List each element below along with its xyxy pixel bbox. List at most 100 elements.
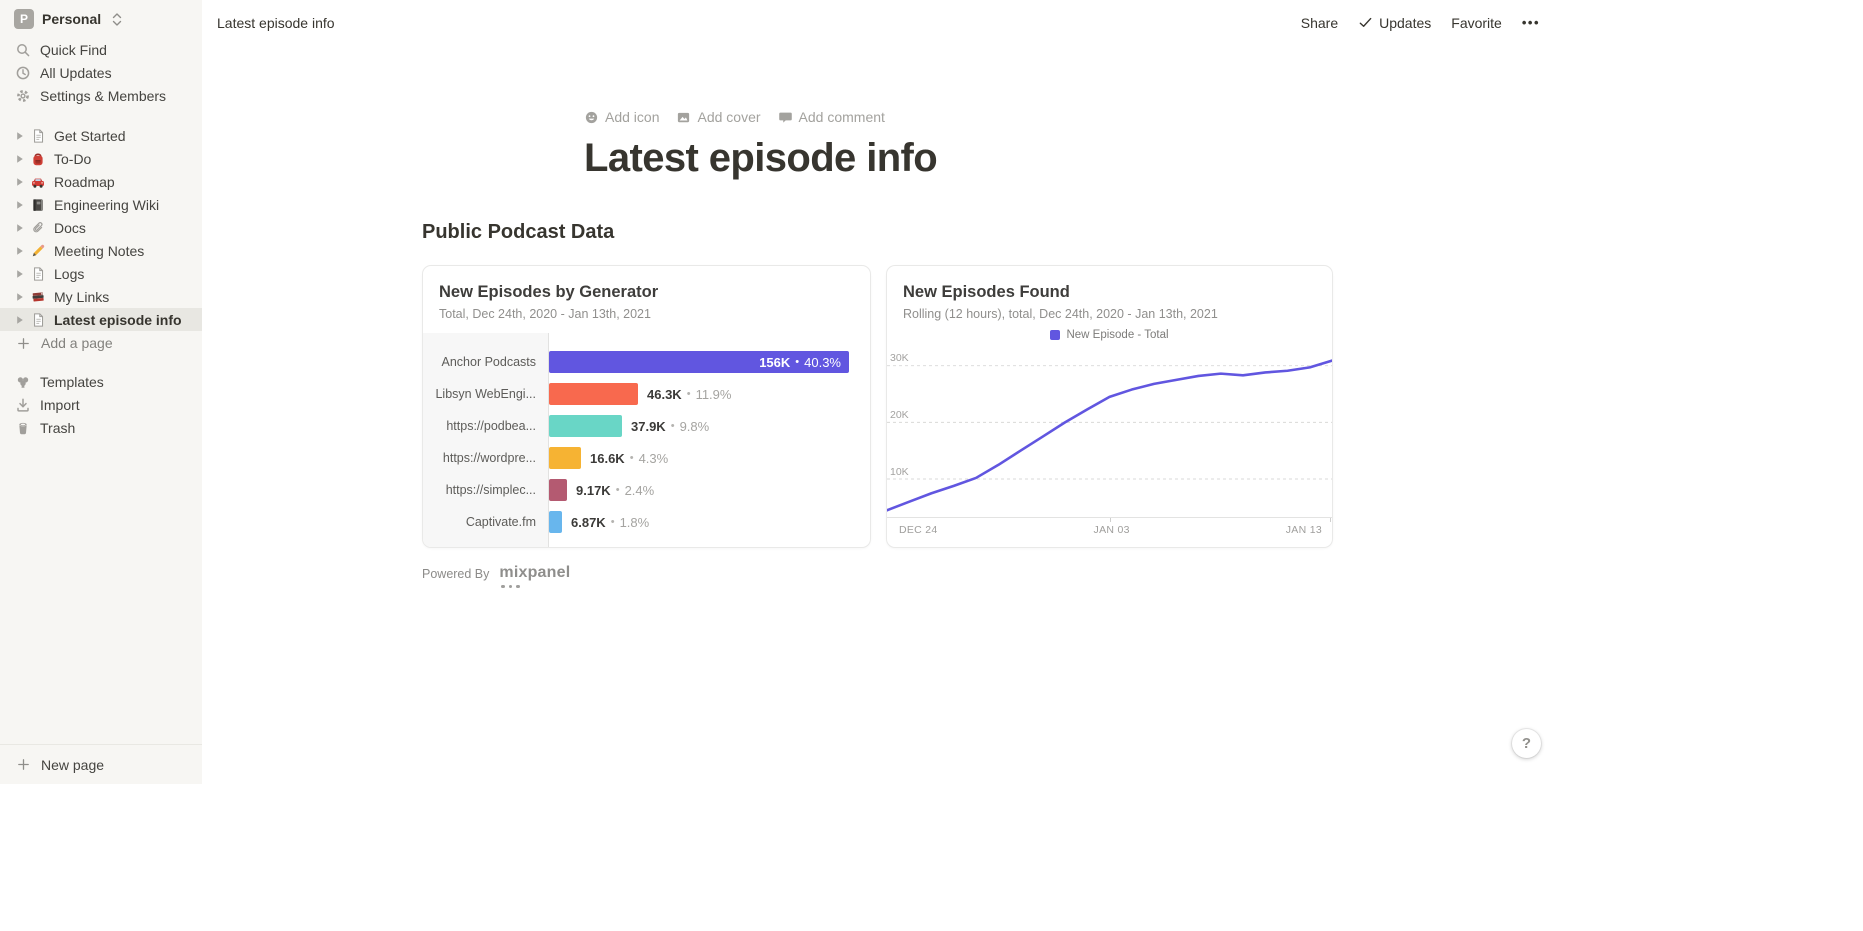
section-heading: Public Podcast Data (422, 221, 615, 243)
line-plot[interactable]: 10K 20K 30K (887, 347, 1332, 518)
bar-row: Captivate.fm 6.87K • 1.8% (423, 506, 870, 538)
templates-icon (14, 374, 32, 390)
topbar-actions: Share Updates Favorite ••• (1301, 15, 1540, 31)
sidebar-page-meeting-notes[interactable]: Meeting Notes (0, 239, 202, 262)
bar-rows: Anchor Podcasts 156K • 40.3% Libsyn WebEngi.… (423, 333, 870, 538)
bar-value-label: 6.87K • 1.8% (571, 514, 650, 530)
sidebar-item-label: Quick Find (40, 41, 107, 58)
bar-category-label: Anchor Podcasts (441, 355, 537, 369)
sidebar-page-docs[interactable]: Docs (0, 216, 202, 239)
plus-icon (14, 335, 32, 351)
sidebar-page-to-do[interactable]: To-Do (0, 147, 202, 170)
main-area: Latest episode info Share Updates Favori… (202, 0, 1555, 784)
bar[interactable] (549, 415, 622, 437)
chart-legend: New Episode - Total (887, 329, 1332, 341)
sidebar-page-my-links[interactable]: My Links (0, 285, 202, 308)
import-icon (14, 397, 32, 413)
books-icon (29, 288, 47, 305)
add-comment-label: Add comment (798, 109, 885, 125)
expand-triangle-icon[interactable] (13, 290, 26, 303)
expand-triangle-icon[interactable] (13, 152, 26, 165)
sidebar-item-label: Trash (40, 419, 76, 436)
x-axis-tick-label: DEC 24 (899, 524, 938, 536)
add-icon-button[interactable]: Add icon (584, 109, 659, 125)
new-page-button[interactable]: New page (0, 744, 202, 784)
bar[interactable] (549, 447, 581, 469)
chevron-updown-icon (111, 12, 123, 27)
page-decoration-actions: Add icon Add cover Add comment (584, 109, 1555, 125)
backpack-icon (29, 150, 47, 167)
bar[interactable] (549, 479, 567, 501)
y-axis-tick-label: 20K (890, 409, 909, 421)
x-axis-tick (1330, 518, 1331, 522)
sidebar-page-label: Docs (54, 219, 86, 236)
breadcrumb[interactable]: Latest episode info (217, 14, 335, 31)
bar-row: Anchor Podcasts 156K • 40.3% (423, 346, 870, 378)
bar-track: 6.87K • 1.8% (549, 511, 870, 533)
sidebar-page-engineering-wiki[interactable]: Engineering Wiki (0, 193, 202, 216)
y-axis-tick-label: 10K (890, 466, 909, 478)
x-axis-labels: DEC 24 JAN 03 JAN 13 (887, 518, 1332, 536)
expand-triangle-icon[interactable] (13, 221, 26, 234)
sidebar-item-label: Settings & Members (40, 87, 167, 104)
x-axis-tick-label: JAN 03 (1093, 524, 1130, 536)
sidebar-page-logs[interactable]: Logs (0, 262, 202, 285)
favorite-button[interactable]: Favorite (1451, 14, 1502, 31)
bar-row: https://simplec... 9.17K • 2.4% (423, 474, 870, 506)
bar-category-label: Captivate.fm (465, 515, 536, 529)
expand-triangle-icon[interactable] (13, 198, 26, 211)
expand-triangle-icon[interactable] (13, 175, 26, 188)
mixpanel-wordmark: mixpanel (499, 564, 571, 581)
sidebar-item-import[interactable]: Import (0, 393, 202, 416)
powered-by-label: Powered By (422, 567, 490, 581)
bar-track: 37.9K • 9.8% (549, 415, 870, 437)
sidebar-page-latest-episode-info[interactable]: Latest episode info (0, 308, 202, 331)
sidebar-item-templates[interactable]: Templates (0, 370, 202, 393)
trash-icon (14, 420, 32, 436)
bar[interactable] (549, 383, 638, 405)
bar[interactable]: 156K • 40.3% (549, 351, 849, 373)
sidebar-item-all-updates[interactable]: All Updates (0, 61, 202, 84)
bar-value-label: 37.9K • 9.8% (631, 418, 710, 434)
sidebar-page-roadmap[interactable]: Roadmap (0, 170, 202, 193)
share-button[interactable]: Share (1300, 14, 1339, 31)
expand-triangle-icon[interactable] (13, 267, 26, 280)
bar[interactable] (549, 511, 562, 533)
smiley-icon (584, 110, 599, 125)
mixpanel-logo[interactable]: mixpanel (499, 564, 571, 589)
updates-label: Updates (1379, 14, 1432, 31)
bar-category-label: https://wordpre... (442, 451, 536, 465)
sidebar-item-trash[interactable]: Trash (0, 416, 202, 439)
topbar: Latest episode info Share Updates Favori… (202, 0, 1555, 45)
expand-triangle-icon[interactable] (13, 244, 26, 257)
bar-row: Libsyn WebEngi... 46.3K • 11.9% (423, 378, 870, 410)
bar-value-label: 156K • 40.3% (759, 354, 841, 370)
sidebar-item-settings-members[interactable]: Settings & Members (0, 84, 202, 107)
bar-chart: Anchor Podcasts 156K • 40.3% Libsyn WebEngi.… (423, 333, 870, 547)
add-page-label: Add a page (41, 335, 113, 351)
sidebar-page-get-started[interactable]: Get Started (0, 124, 202, 147)
clock-icon (14, 65, 32, 81)
more-options-button[interactable]: ••• (1521, 15, 1540, 30)
powered-by-footer: Powered By mixpanel (422, 564, 1555, 589)
sidebar-item-quick-find[interactable]: Quick Find (0, 38, 202, 61)
legend-swatch (1050, 330, 1061, 340)
workspace-name: Personal (42, 11, 102, 27)
pencil-icon (29, 242, 47, 259)
updates-button[interactable]: Updates (1358, 15, 1431, 31)
help-button[interactable]: ? (1512, 729, 1541, 758)
sidebar-page-label: My Links (54, 288, 110, 305)
add-page-button[interactable]: Add a page (0, 331, 202, 355)
add-cover-button[interactable]: Add cover (676, 109, 761, 125)
bar-chart-title: New Episodes by Generator (439, 283, 659, 301)
bar-category-label: https://podbea... (446, 419, 536, 433)
add-comment-button[interactable]: Add comment (778, 109, 885, 125)
expand-triangle-icon[interactable] (13, 313, 26, 326)
page-icon (29, 311, 47, 328)
sidebar-page-label: Get Started (54, 127, 126, 144)
expand-triangle-icon[interactable] (13, 129, 26, 142)
add-cover-label: Add cover (697, 109, 761, 125)
workspace-switcher[interactable]: P Personal (0, 0, 202, 35)
bar-label-column-background (423, 333, 549, 547)
y-axis-tick-label: 30K (890, 352, 909, 364)
